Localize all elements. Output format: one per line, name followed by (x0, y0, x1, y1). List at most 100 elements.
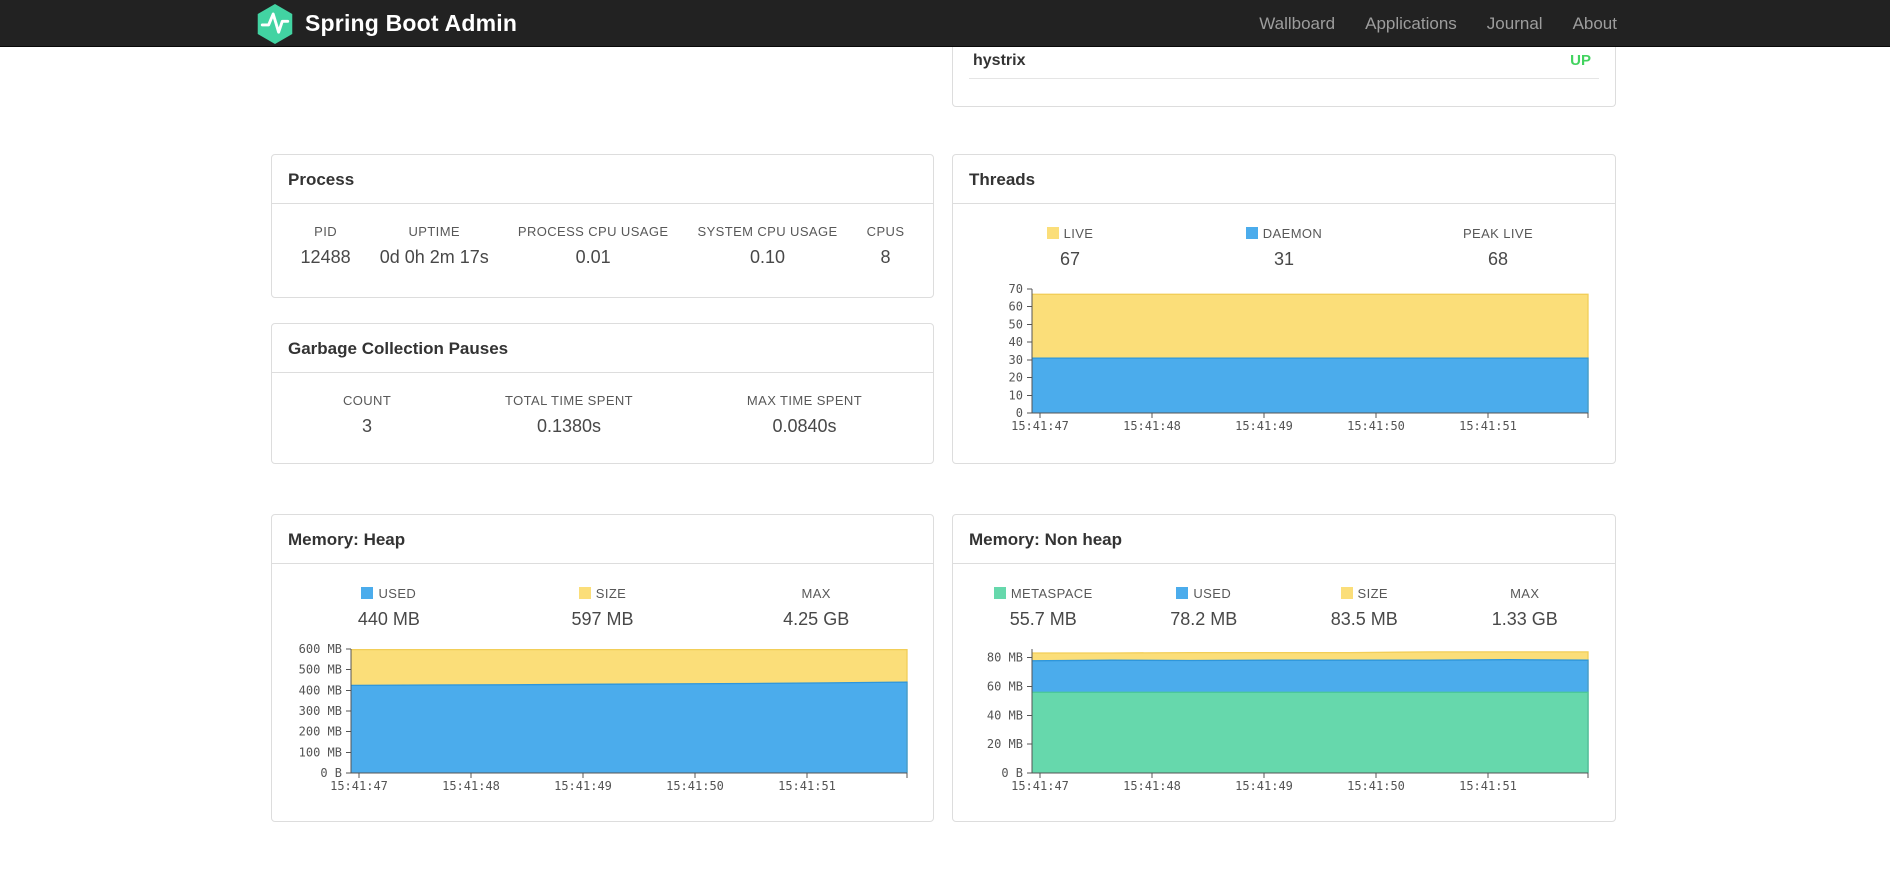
metric-value: 597 MB (571, 609, 634, 629)
svg-text:15:41:51: 15:41:51 (1459, 779, 1517, 793)
panel-heading: Garbage Collection Pauses (272, 324, 933, 373)
legend-color-icon (1176, 587, 1189, 599)
metric-label: SIZE (1357, 586, 1388, 601)
health-panel: hystrix UP (952, 47, 1616, 107)
svg-text:15:41:50: 15:41:50 (1347, 419, 1405, 433)
svg-text:15:41:51: 15:41:51 (778, 779, 836, 793)
svg-text:500 MB: 500 MB (299, 663, 342, 677)
svg-text:15:41:49: 15:41:49 (1235, 419, 1293, 433)
svg-text:15:41:47: 15:41:47 (1011, 779, 1069, 793)
panel-title: Threads (969, 170, 1036, 189)
metric-max: MAX 4.25 GB (709, 586, 923, 630)
metric-label: USED (378, 586, 417, 601)
pulse-hexagon-icon (255, 2, 295, 46)
metric-peak-live: PEAK LIVE 68 (1391, 226, 1605, 270)
panel-title: Memory: Non heap (969, 530, 1123, 549)
panel-heading: Process (272, 155, 933, 204)
metric-value: 1.33 GB (1491, 609, 1558, 629)
metric-cpus: CPUS 8 (867, 224, 905, 268)
health-service-name: hystrix (973, 52, 1026, 69)
panel-title: Process (288, 170, 355, 189)
metric-daemon: DAEMON 31 (1177, 226, 1391, 270)
threads-metrics: LIVE 67 DAEMON 31 PEAK LIVE 68 (953, 204, 1615, 270)
brand-title: Spring Boot Admin (305, 10, 518, 36)
metric-label: COUNT (342, 393, 392, 408)
svg-text:0: 0 (1016, 406, 1023, 420)
metric-total-time-spent: TOTAL TIME SPENT 0.1380s (505, 393, 633, 437)
svg-text:30: 30 (1009, 353, 1023, 367)
metric-label: SIZE (595, 586, 627, 601)
brand-link[interactable]: Spring Boot Admin (255, 0, 517, 47)
metric-process-cpu-usage: PROCESS CPU USAGE 0.01 (518, 224, 669, 268)
metric-label: PEAK LIVE (1462, 226, 1534, 241)
nav-link-journal[interactable]: Journal (1486, 14, 1543, 33)
svg-text:60: 60 (1009, 300, 1023, 314)
svg-text:40 MB: 40 MB (987, 708, 1023, 722)
metric-value: 78.2 MB (1170, 609, 1238, 629)
metric-value: 67 (1059, 249, 1081, 269)
process-metrics: PID 12488 UPTIME 0d 0h 2m 17s PROCESS CP… (272, 204, 933, 268)
metric-value: 8 (880, 247, 891, 267)
metric-live: LIVE 67 (963, 226, 1177, 270)
svg-text:0 B: 0 B (320, 766, 342, 780)
metric-max: MAX 1.33 GB (1445, 586, 1606, 630)
metric-label: PID (314, 224, 338, 239)
metric-label: METASPACE (1010, 586, 1093, 601)
metric-label: USED (1193, 586, 1232, 601)
nav-link-about[interactable]: About (1572, 14, 1617, 33)
panel-heading: Threads (953, 155, 1615, 204)
gc-metrics: COUNT 3 TOTAL TIME SPENT 0.1380s MAX TIM… (272, 373, 933, 437)
svg-text:10: 10 (1009, 388, 1023, 402)
heap-panel: Memory: Heap USED 440 MB SIZE 597 MB MAX… (271, 514, 934, 822)
metric-value: 0.1380s (537, 416, 602, 436)
svg-text:15:41:49: 15:41:49 (1235, 779, 1293, 793)
metric-label: UPTIME (408, 224, 460, 239)
divider (969, 78, 1599, 79)
nonheap-chart: 0 B 20 MB 40 MB 60 MB 80 MB 15:41:47 15:41:48 1… (968, 641, 1602, 806)
svg-text:40: 40 (1009, 335, 1023, 349)
metric-value: 0.0840s (772, 416, 837, 436)
metric-label: LIVE (1063, 226, 1094, 241)
metric-used: USED 440 MB (282, 586, 496, 630)
panel-title: Garbage Collection Pauses (288, 339, 509, 358)
health-row: hystrix UP (953, 47, 1615, 70)
panel-heading: Memory: Non heap (953, 515, 1615, 564)
svg-text:15:41:48: 15:41:48 (1123, 779, 1181, 793)
process-panel: Process PID 12488 UPTIME 0d 0h 2m 17s PR… (271, 154, 934, 298)
legend-color-icon (1245, 227, 1258, 239)
metric-uptime: UPTIME 0d 0h 2m 17s (380, 224, 489, 268)
legend-color-icon (993, 587, 1006, 599)
metric-count: COUNT 3 (343, 393, 391, 437)
metric-value: 0.01 (575, 247, 611, 267)
threads-panel: Threads LIVE 67 DAEMON 31 PEAK LIVE 68 0… (952, 154, 1616, 464)
svg-text:15:41:50: 15:41:50 (1347, 779, 1405, 793)
nav-link-applications[interactable]: Applications (1365, 14, 1457, 33)
metric-value: 440 MB (357, 609, 420, 629)
metric-size: SIZE 597 MB (496, 586, 710, 630)
metric-label: PROCESS CPU USAGE (517, 224, 669, 239)
metric-size: SIZE 83.5 MB (1284, 586, 1445, 630)
metric-value: 0d 0h 2m 17s (379, 247, 489, 267)
svg-text:15:41:51: 15:41:51 (1459, 419, 1517, 433)
legend-color-icon (1340, 587, 1353, 599)
metric-value: 12488 (300, 247, 351, 267)
svg-text:15:41:48: 15:41:48 (1123, 419, 1181, 433)
navbar: Spring Boot Admin Wallboard Applications J… (0, 0, 1890, 47)
metric-label: MAX (1510, 586, 1540, 601)
svg-text:60 MB: 60 MB (987, 679, 1023, 693)
metric-value: 83.5 MB (1330, 609, 1398, 629)
svg-text:400 MB: 400 MB (299, 683, 342, 697)
metric-used: USED 78.2 MB (1124, 586, 1285, 630)
metric-value: 3 (362, 416, 373, 436)
metric-label: MAX TIME SPENT (746, 393, 863, 408)
metric-value: 4.25 GB (783, 609, 850, 629)
svg-text:100 MB: 100 MB (299, 745, 342, 759)
svg-text:15:41:49: 15:41:49 (554, 779, 612, 793)
metric-label: MAX (801, 586, 831, 601)
metric-pid: PID 12488 (301, 224, 351, 268)
metric-label: DAEMON (1262, 226, 1323, 241)
svg-text:20 MB: 20 MB (987, 737, 1023, 751)
metric-value: 55.7 MB (1009, 609, 1077, 629)
nav-link-wallboard[interactable]: Wallboard (1259, 14, 1336, 33)
svg-text:600 MB: 600 MB (299, 642, 342, 656)
